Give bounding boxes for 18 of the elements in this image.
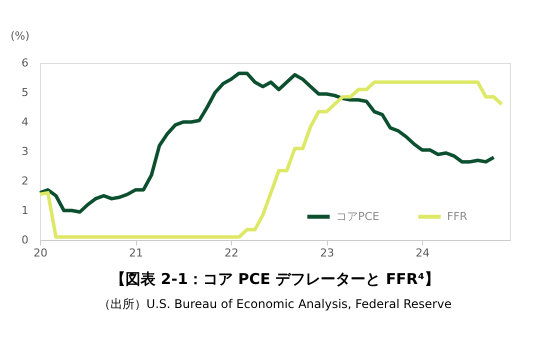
text: 【図表 2-1：コア PCE デフレーターと FFR⁴】 <box>110 270 440 288</box>
line-series <box>38 80 504 239</box>
x-tick-label: 23 <box>320 246 334 260</box>
y-tick-label: 2 <box>22 174 28 188</box>
legend-label: コアPCE <box>336 210 380 223</box>
x-tick-label: 22 <box>224 246 239 260</box>
y-tick-label: 5 <box>22 86 28 99</box>
x-tick-label: 21 <box>129 246 144 260</box>
x-tick-label: 20 <box>34 246 48 260</box>
y-tick-label: 0 <box>22 234 28 246</box>
y-axis-title: (%) <box>10 30 30 42</box>
text: （出所）U.S. Bureau of Economic Analysis, Federal Reserve <box>98 297 452 311</box>
legend-label: FFR <box>447 210 468 223</box>
y-tick-label: 4 <box>22 116 28 128</box>
y-tick-label: 1 <box>22 204 28 217</box>
x-tick-label: 24 <box>416 246 430 260</box>
y-tick-label: 6 <box>22 56 28 70</box>
y-tick-label: 3 <box>22 145 28 158</box>
